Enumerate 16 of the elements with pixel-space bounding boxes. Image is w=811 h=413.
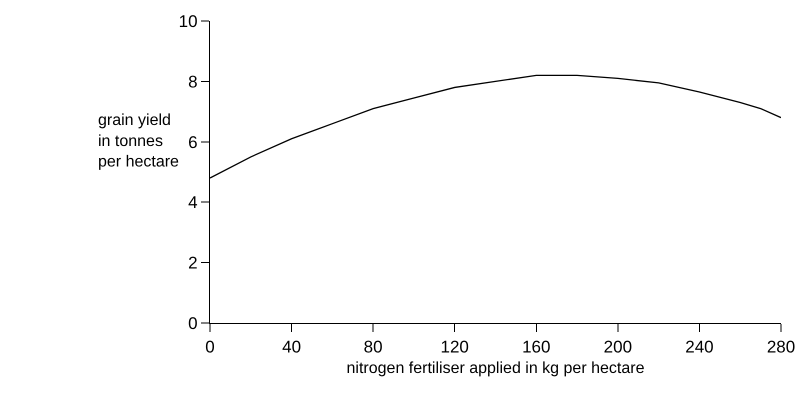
y-tick-label: 10 [178, 12, 198, 31]
y-tick-label: 4 [188, 193, 198, 212]
x-tick-label: 160 [522, 337, 550, 356]
x-tick-label: 0 [205, 337, 215, 356]
x-tick-label: 120 [440, 337, 469, 356]
x-tick-label: 40 [282, 337, 302, 356]
y-tick-label: 2 [188, 254, 198, 273]
y-tick-label: 0 [188, 314, 198, 333]
y-tick-label: 6 [188, 132, 198, 152]
x-tick-label: 280 [766, 337, 796, 356]
x-tick-label: 200 [604, 337, 632, 356]
x-tick-label: 240 [685, 337, 714, 356]
x-axis-title: nitrogen fertiliser applied in kg per hectare [346, 360, 645, 378]
y-tick-label: 8 [188, 72, 198, 92]
x-tick-label: 80 [364, 337, 383, 356]
y-axis-title: grain yield in tonnes per hectare [98, 112, 180, 171]
